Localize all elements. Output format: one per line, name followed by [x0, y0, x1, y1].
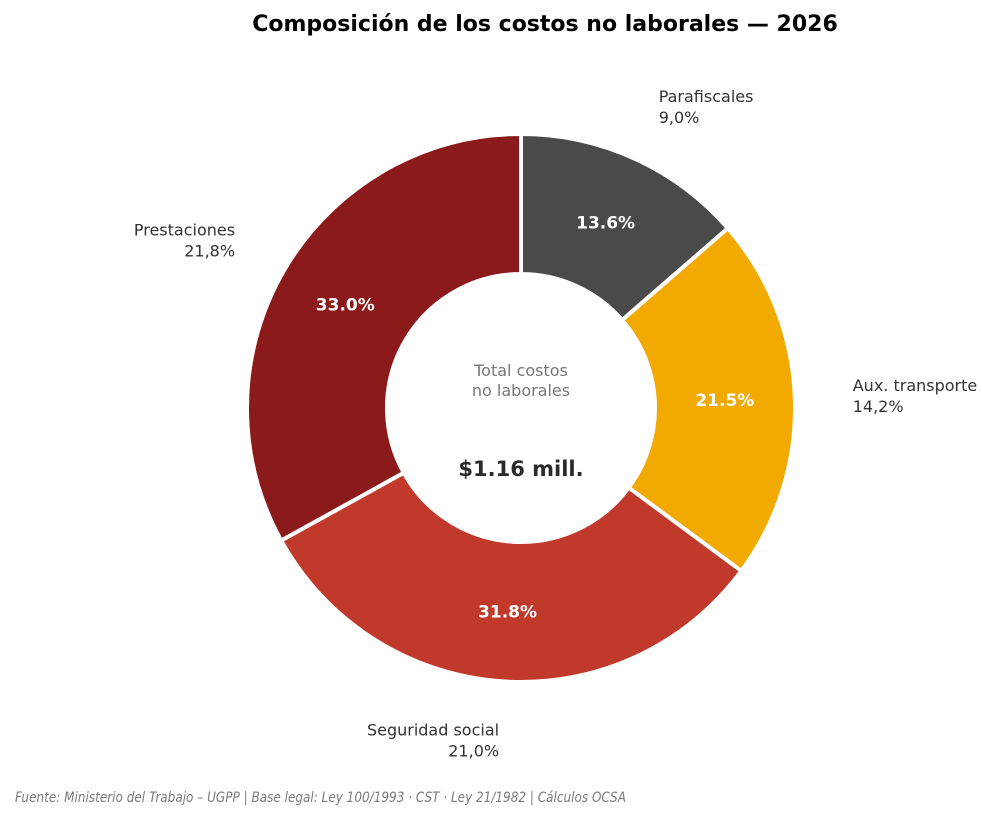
source-footer: Fuente: Ministerio del Trabajo – UGPP | … [15, 790, 626, 806]
outer-label-value: 14,2% [853, 397, 904, 416]
outer-label-name: Aux. transporte [853, 376, 978, 395]
slice-outer-label: Parafiscales 9,0% [659, 87, 754, 127]
slice-parafiscales [519, 131, 731, 323]
inner-labels-group: 13.6% 21.5% 31.8% 33.0% [316, 213, 755, 622]
slice-inner-label: 31.8% [478, 603, 537, 623]
chart-title: Composición de los costos no laborales —… [252, 12, 838, 37]
outer-labels-group: Parafiscales 9,0% Aux. transporte 14,2% Segu… [134, 87, 977, 760]
outer-label-name: Parafiscales [659, 87, 754, 106]
slice-inner-label: 33.0% [316, 295, 375, 315]
outer-label-value: 21,0% [448, 741, 499, 760]
slices-group [245, 131, 797, 684]
slice-outer-label: Aux. transporte 14,2% [853, 376, 978, 416]
center-text-group: Total costos no laborales $1.16 mill. [458, 361, 583, 481]
outer-label-value: 21,8% [184, 241, 235, 260]
outer-label-name: Prestaciones [134, 220, 235, 239]
slice-inner-label: 13.6% [576, 213, 635, 233]
slice-outer-label: Prestaciones 21,8% [134, 220, 235, 260]
slice-inner-label: 21.5% [695, 391, 754, 411]
center-total-value: $1.16 mill. [458, 457, 583, 481]
center-caption-line1: Total costos [473, 361, 568, 380]
outer-label-value: 9,0% [659, 108, 700, 127]
outer-label-name: Seguridad social [367, 720, 499, 739]
center-caption-line2: no laborales [472, 381, 570, 400]
slice-aux-transporte [619, 225, 797, 574]
slice-prestaciones [245, 131, 523, 544]
slice-seguridad-social [278, 470, 745, 684]
slice-outer-label: Seguridad social 21,0% [367, 720, 499, 760]
